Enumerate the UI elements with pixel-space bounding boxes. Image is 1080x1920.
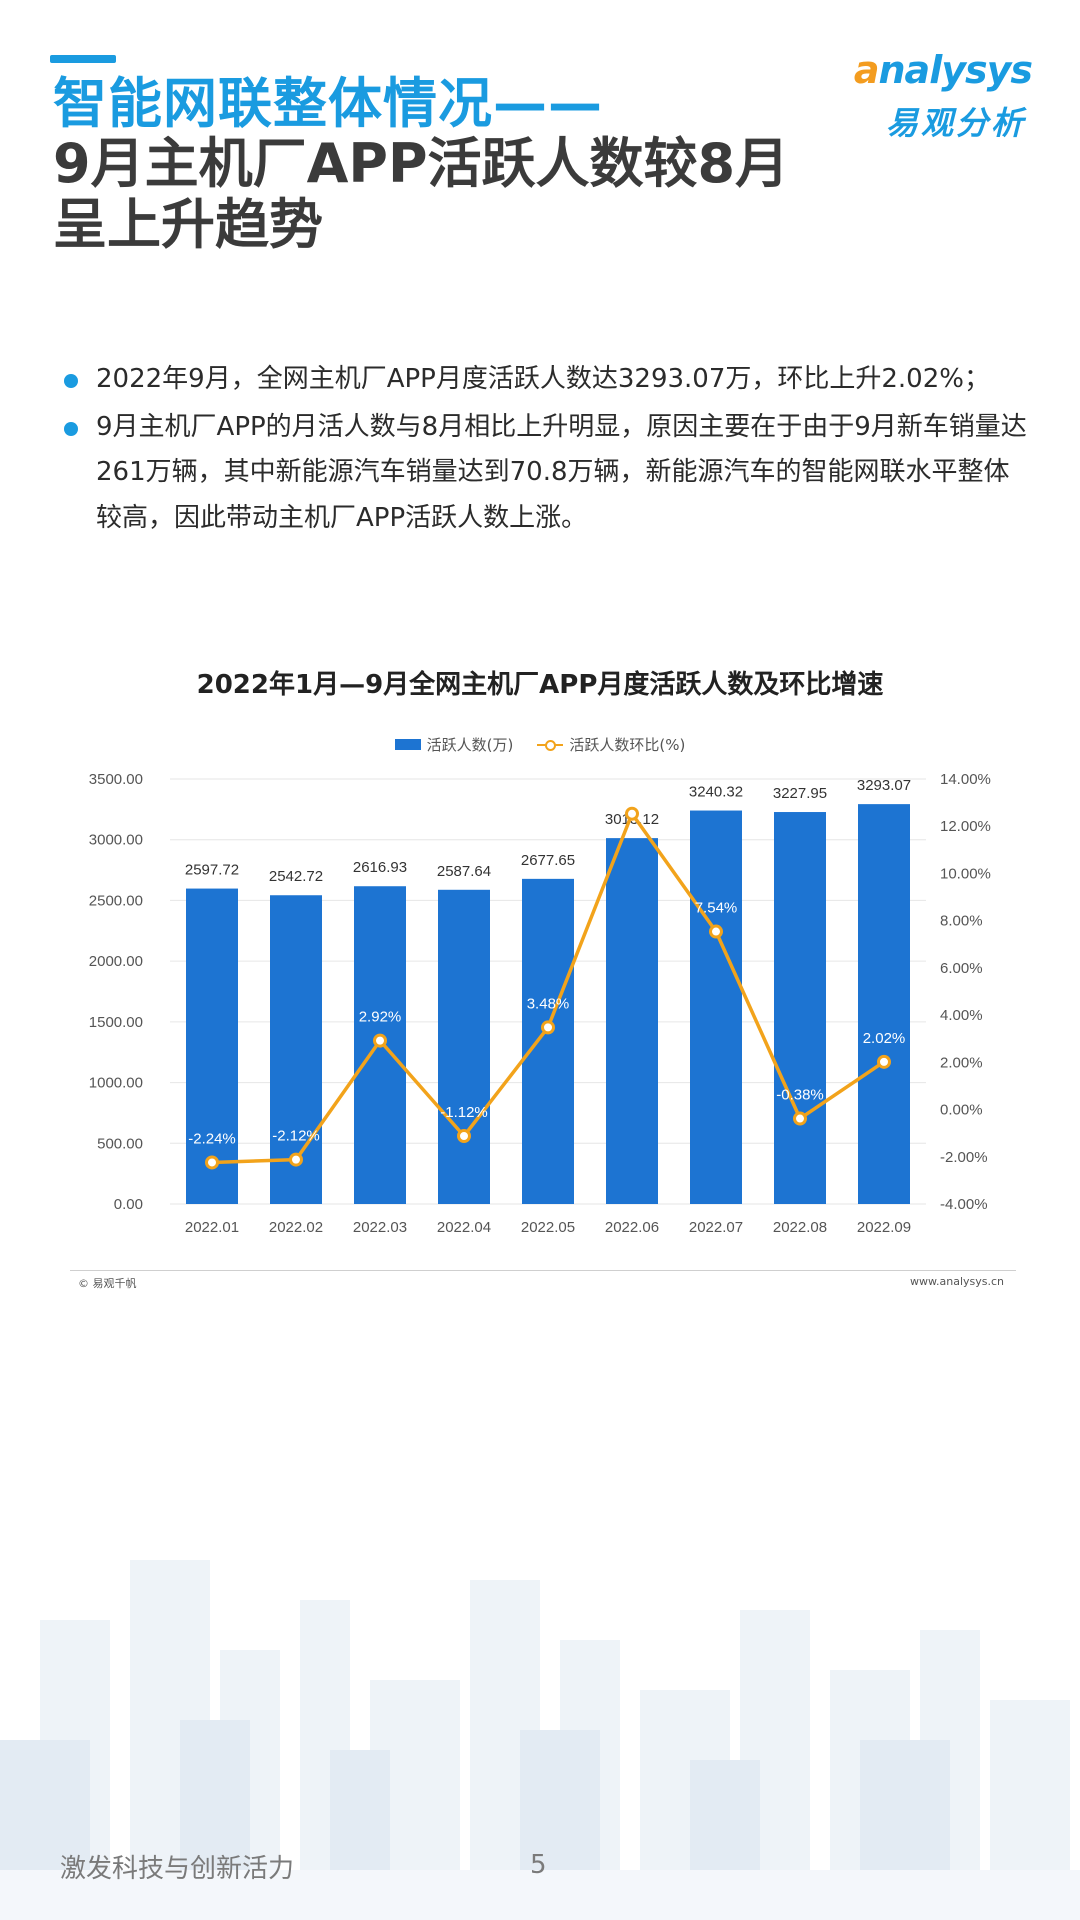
chart-website: www.analysys.cn	[910, 1275, 1004, 1288]
logo-brand-rest: nalysys	[878, 48, 1033, 92]
logo-brand-a: a	[853, 48, 880, 92]
line-point	[205, 1155, 219, 1170]
bar-data-label: 3240.32	[689, 784, 743, 801]
title-line-2: 9月主机厂APP活跃人数较8月	[53, 132, 790, 196]
x-tick-label: 2022.02	[269, 1219, 323, 1236]
bar-data-label: 2542.72	[269, 868, 323, 885]
title-line-1: 智能网联整体情况——	[53, 72, 603, 135]
x-tick-label: 2022.05	[521, 1219, 575, 1236]
line-data-label: -2.24%	[188, 1130, 236, 1147]
bar-data-label: 3227.95	[773, 785, 827, 802]
line-point	[793, 1111, 807, 1126]
bar	[270, 895, 322, 1204]
x-tick-label: 2022.03	[353, 1219, 407, 1236]
logo-brand: analysys	[853, 48, 1033, 92]
x-tick-label: 2022.04	[437, 1219, 491, 1236]
line-point	[877, 1054, 891, 1069]
bar-data-label: 2597.72	[185, 862, 239, 879]
city-skyline-background	[0, 1540, 1080, 1920]
bullet-text: 2022年9月，全网主机厂APP月度活跃人数达3293.07万，环比上升2.02…	[96, 364, 990, 394]
bar-data-label: 2616.93	[353, 859, 407, 876]
bullet-item: 9月主机厂APP的月活人数与8月相比上升明显，原因主要在于由于9月新车销量达26…	[64, 405, 1032, 542]
y-right-tick-label: 0.00%	[940, 1102, 983, 1119]
y-left-tick-label: 2500.00	[89, 892, 143, 909]
bar	[858, 804, 910, 1204]
legend-line-label: 活跃人数环比(%)	[569, 736, 686, 754]
bullet-list: 2022年9月，全网主机厂APP月度活跃人数达3293.07万，环比上升2.02…	[64, 357, 1032, 543]
y-left-tick-label: 1000.00	[89, 1075, 143, 1092]
line-data-label: 12.53%	[607, 782, 658, 799]
bar-data-label: 2587.64	[437, 863, 491, 880]
chart-source: © 易观千帆	[78, 1277, 137, 1290]
y-left-tick-label: 500.00	[97, 1135, 143, 1152]
line-data-label: -1.12%	[440, 1104, 488, 1121]
bar-data-label: 2677.65	[521, 852, 575, 869]
line-data-label: 7.54%	[695, 900, 738, 917]
analysys-logo: analysys 易观分析	[832, 48, 1033, 148]
bullet-text: 9月主机厂APP的月活人数与8月相比上升明显，原因主要在于由于9月新车销量达26…	[96, 411, 1027, 533]
bar-data-label: 3293.07	[857, 777, 911, 794]
bullet-item: 2022年9月，全网主机厂APP月度活跃人数达3293.07万，环比上升2.02…	[64, 357, 1032, 403]
x-tick-label: 2022.06	[605, 1219, 659, 1236]
y-right-tick-label: 12.00%	[940, 818, 991, 835]
chart-title: 2022年1月—9月全网主机厂APP月度活跃人数及环比增速	[196, 670, 884, 700]
combo-chart: 0.00 500.00 1000.00 1500.00 2000.00 2500.00 30…	[89, 771, 991, 1236]
legend-bar-swatch	[394, 739, 421, 750]
bar	[606, 838, 658, 1204]
line-point	[373, 1033, 387, 1048]
x-tick-label: 2022.08	[773, 1219, 827, 1236]
chart-legend: 活跃人数(万) 活跃人数环比(%)	[0, 734, 1080, 755]
bar	[522, 878, 574, 1204]
line-data-label: 2.92%	[359, 1009, 402, 1026]
y-left-tick-label: 0.00	[114, 1196, 143, 1213]
bar	[186, 888, 238, 1204]
page-title: 智能网联整体情况—— 9月主机厂APP活跃人数较8月 呈上升趋势	[53, 72, 790, 256]
legend-line-swatch	[537, 739, 564, 751]
line-data-label: 3.48%	[527, 995, 570, 1012]
line-data-label: -0.38%	[776, 1087, 824, 1104]
line-data-label: 2.02%	[863, 1030, 906, 1047]
bullet-dot-icon	[64, 421, 78, 436]
line-point	[289, 1152, 303, 1167]
y-left-tick-label: 1500.00	[89, 1014, 143, 1031]
x-tick-label: 2022.01	[185, 1219, 239, 1236]
x-tick-label: 2022.09	[857, 1219, 911, 1236]
y-right-tick-label: 8.00%	[940, 913, 983, 930]
y-right-tick-label: -2.00%	[940, 1149, 988, 1166]
chart-footer-divider	[70, 1270, 1016, 1271]
legend-bar-label: 活跃人数(万)	[426, 736, 514, 754]
page-number: 5	[530, 1850, 547, 1880]
y-right-tick-label: 14.00%	[940, 771, 991, 788]
title-line-3: 呈上升趋势	[53, 192, 323, 256]
bullet-dot-icon	[64, 374, 78, 388]
bar	[438, 889, 490, 1204]
logo-cn: 易观分析	[885, 104, 1026, 142]
bar	[690, 810, 742, 1204]
y-left-tick-label: 3000.00	[89, 832, 143, 849]
line-point	[541, 1020, 555, 1035]
footer-slogan: 激发科技与创新活力	[60, 1854, 295, 1884]
line-point	[457, 1129, 471, 1143]
title-accent-bar	[50, 55, 116, 63]
x-tick-label: 2022.07	[689, 1219, 743, 1236]
y-right-tick-label: 10.00%	[940, 865, 991, 882]
y-left-tick-label: 2000.00	[89, 953, 143, 970]
y-left-tick-label: 3500.00	[89, 771, 143, 788]
y-right-tick-label: 6.00%	[940, 960, 983, 977]
bar	[774, 812, 826, 1204]
y-right-tick-label: -4.00%	[940, 1196, 988, 1213]
line-point	[709, 924, 723, 939]
legend-item-line: 活跃人数环比(%)	[537, 734, 685, 755]
y-right-tick-label: 4.00%	[940, 1007, 983, 1024]
line-point	[625, 806, 639, 821]
y-right-tick-label: 2.00%	[940, 1054, 983, 1071]
legend-item-bar: 活跃人数(万)	[394, 734, 514, 755]
line-data-label: -2.12%	[272, 1128, 320, 1145]
